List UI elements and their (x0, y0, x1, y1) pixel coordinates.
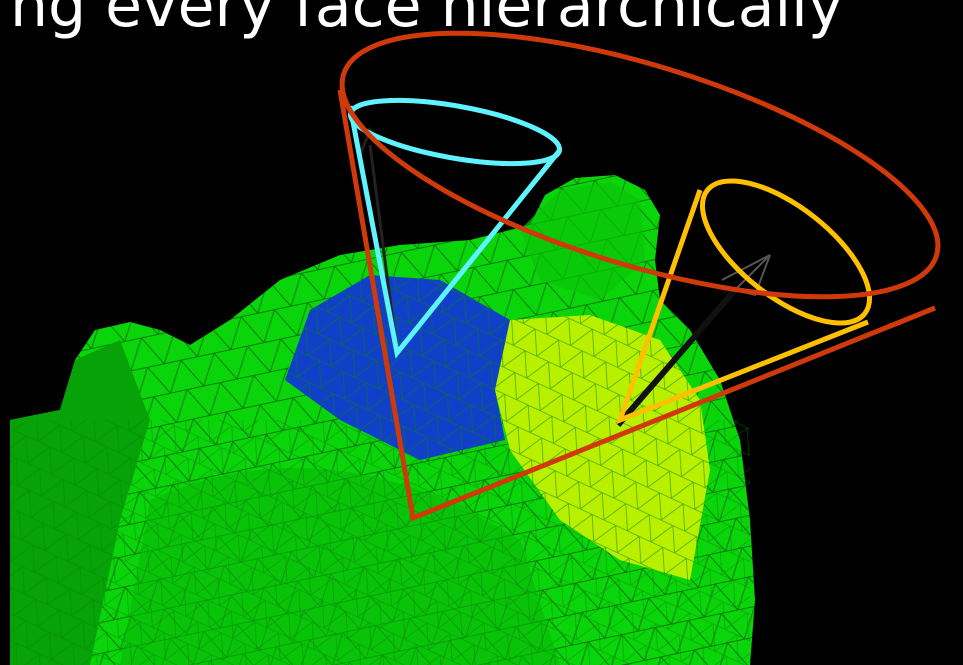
red-cone (337, 30, 941, 522)
yellow-cone (615, 178, 873, 425)
